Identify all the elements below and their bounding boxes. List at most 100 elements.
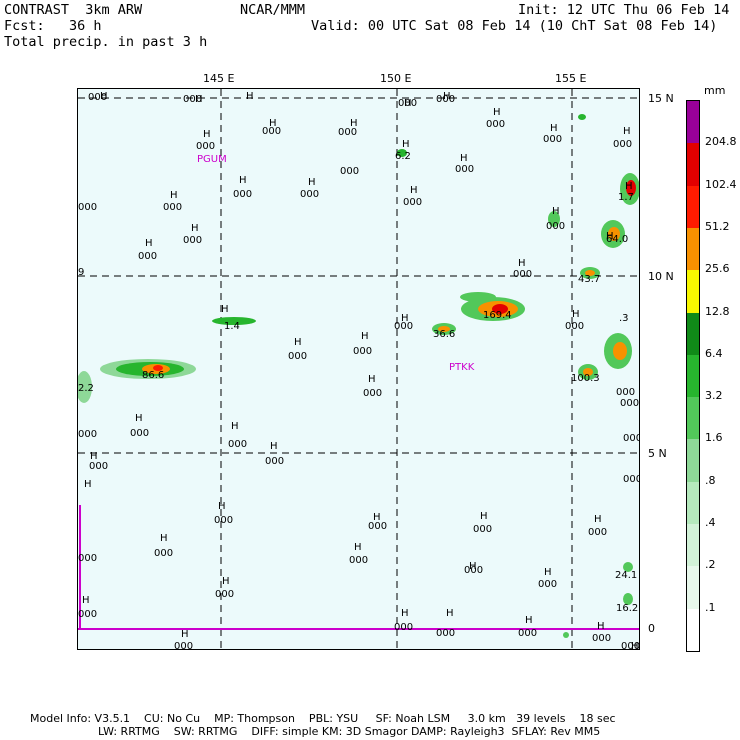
high-marker: H <box>446 608 454 619</box>
colorbar-level-label: 102.4 <box>705 177 737 191</box>
precip-cell <box>438 326 450 332</box>
map-value-label: 000 <box>363 388 382 399</box>
map-value-label: 000 <box>265 456 284 467</box>
lat-label-15n: 15 N <box>648 92 674 105</box>
precip-cell <box>460 292 496 302</box>
precip-cell <box>623 562 633 572</box>
map-value-label: 000 <box>349 555 368 566</box>
map-value-label: 24.1 <box>615 570 637 581</box>
high-marker: H <box>350 118 358 129</box>
map-value-label: 000 <box>543 134 562 145</box>
high-marker: H <box>469 561 477 572</box>
high-marker: H <box>525 615 533 626</box>
map-value-label: 000 <box>353 346 372 357</box>
precip-cell <box>563 632 569 638</box>
high-marker: H <box>625 181 633 192</box>
map-value-label: 000 <box>588 527 607 538</box>
high-marker: H <box>404 98 412 109</box>
high-marker: H <box>145 238 153 249</box>
high-marker: H <box>239 175 247 186</box>
colorbar-segment <box>687 566 699 609</box>
high-marker: H <box>269 118 277 129</box>
precip-cell <box>623 593 633 605</box>
map-value-label: 000 <box>340 166 359 177</box>
high-marker: H <box>294 337 302 348</box>
precip-cell <box>608 227 620 241</box>
colorbar-level-label: 3.2 <box>705 389 723 403</box>
colorbar-segment <box>687 524 699 567</box>
organization: NCAR/MMM <box>240 2 306 18</box>
map-value-label: 000 <box>486 119 505 130</box>
colorbar-level-label: 6.4 <box>705 346 723 360</box>
colorbar-level-label: .1 <box>705 600 716 614</box>
high-marker: H <box>222 576 230 587</box>
high-marker: H <box>160 533 168 544</box>
colorbar-units: mm <box>704 84 726 97</box>
map-value-label: 000 <box>620 398 639 409</box>
map-value-label: 43.7 <box>578 274 600 285</box>
precip-cell <box>153 365 163 371</box>
precip-cells <box>78 114 639 638</box>
precip-cell <box>583 368 593 376</box>
map-value-label: 000 <box>215 589 234 600</box>
map-value-label: 000 <box>518 628 537 639</box>
high-marker: H <box>270 441 278 452</box>
map-value-label: 000 <box>623 474 640 485</box>
colorbar-level-label: 204.8 <box>705 135 737 149</box>
precip-cell <box>585 270 595 276</box>
lon-label-145: 145 E <box>203 72 235 85</box>
map-value-label: 000 <box>473 524 492 535</box>
map-value-label: 000 <box>196 141 215 152</box>
high-marker: H <box>246 91 254 102</box>
colorbar-segment <box>687 439 699 482</box>
map-value-label: 000 <box>214 515 233 526</box>
high-marker: H <box>90 451 98 462</box>
map-value-label: 000 <box>183 235 202 246</box>
high-marker: H <box>623 126 631 137</box>
map-value-label: 000 <box>403 197 422 208</box>
high-marker: H <box>402 139 410 150</box>
colorbar-segment <box>687 227 699 271</box>
map-value-label: 000 <box>394 321 413 332</box>
valid-time: Valid: 00 UTC Sat 08 Feb 14 (10 ChT Sat … <box>311 18 718 34</box>
map-value-label: 000 <box>338 127 357 138</box>
model-info-line1: Model Info: V3.5.1 CU: No Cu MP: Thompso… <box>30 712 616 725</box>
grid-lines <box>78 89 639 649</box>
map-value-label: 64.0 <box>606 234 628 245</box>
station-ptkk: PTKK <box>449 362 475 373</box>
high-marker: H <box>181 629 189 640</box>
map-value-label: 6.2 <box>395 151 411 162</box>
map-value-label: 000 <box>455 164 474 175</box>
colorbar-level-label: .8 <box>705 473 716 487</box>
map-value-label: 000 <box>183 94 202 105</box>
high-marker: H <box>84 479 92 490</box>
colorbar-level-label: 12.8 <box>705 304 730 318</box>
map-value-label: 000 <box>613 139 632 150</box>
precip-cell <box>626 180 636 196</box>
map-value-label: 1.4 <box>224 321 240 332</box>
map-value-label: 000 <box>233 189 252 200</box>
map-value-label: 000 <box>546 221 565 232</box>
high-marker: H <box>552 206 560 217</box>
high-marker: H <box>354 542 362 553</box>
high-marker: H <box>170 190 178 201</box>
map-value-label: 000 <box>130 428 149 439</box>
high-marker: H <box>631 641 639 650</box>
high-marker: H <box>572 309 580 320</box>
high-marker: H <box>518 258 526 269</box>
precip-cell <box>78 371 92 403</box>
init-time: Init: 12 UTC Thu 06 Feb 14 <box>518 2 730 18</box>
map-value-label: 000 <box>300 189 319 200</box>
map-value-label: 000 <box>592 633 611 644</box>
high-marker: H <box>195 94 203 105</box>
colorbar-level-label: .4 <box>705 516 716 530</box>
forecast-hour: Fcst: 36 h <box>4 18 102 34</box>
high-marker: H <box>100 91 108 102</box>
high-marker: H <box>594 514 602 525</box>
colorbar-segment <box>687 101 699 144</box>
map-value-label: .3 <box>619 313 629 324</box>
lon-label-155: 155 E <box>555 72 587 85</box>
pressure-labels: H H H H H H H H H H H H H H H H H H H H H H H H H H H H H H H H H H H H H H H H… <box>78 91 640 650</box>
colorbar-segment <box>687 143 699 186</box>
